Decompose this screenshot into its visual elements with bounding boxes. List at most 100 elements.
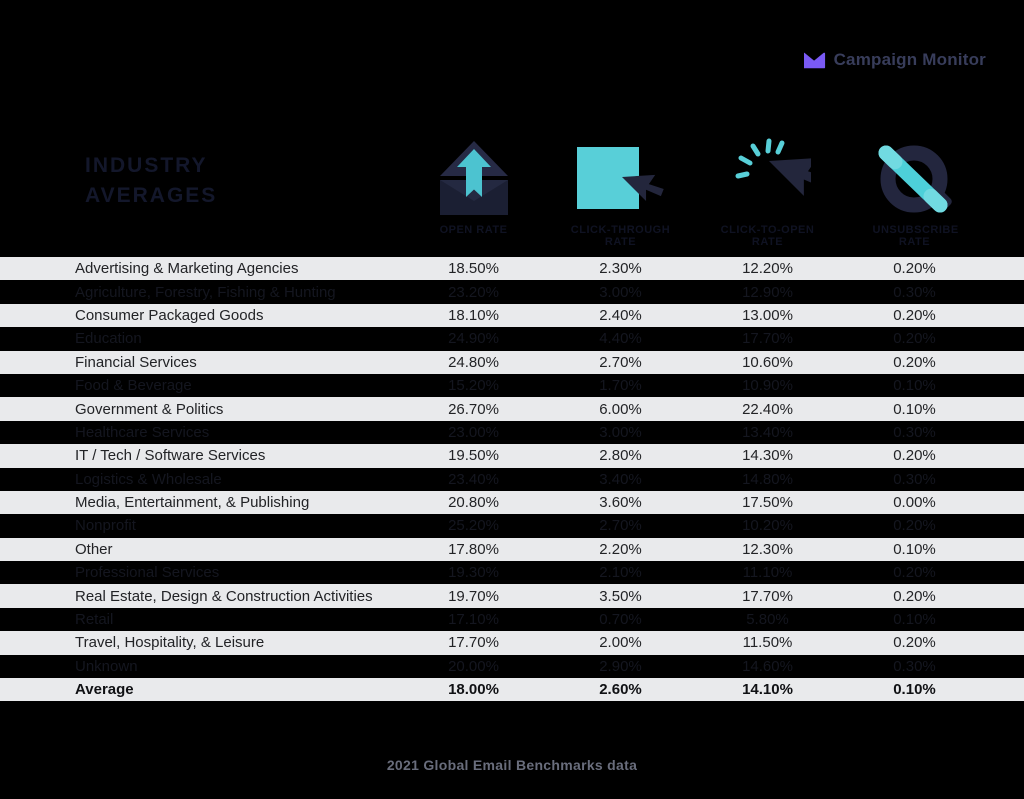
click-to-open-rate-cell: 13.40% [742,423,793,441]
unsubscribe-rate-label: UNSUBSCRIBE RATE [872,224,959,248]
unsubscribe-rate-cell: 0.30% [893,470,936,488]
click-through-rate-cell: 2.10% [599,564,642,582]
table-row: Government & Politics 26.70% 6.00% 22.40% 0.… [0,397,1024,421]
click-through-rate-cell: 3.40% [599,470,642,488]
open-rate-cell: 23.40% [448,470,499,488]
column-header-open-rate: OPEN RATE [400,135,547,248]
click-to-open-rate-cell: 17.70% [742,330,793,348]
table-row-hidden: Education 24.90% 4.40% 17.70% 0.20% [0,327,1024,350]
unsubscribe-rate-cell: 0.10% [893,400,936,418]
click-to-open-rate-cell: 17.50% [742,494,793,512]
open-rate-cell: 24.80% [448,353,499,371]
table-row: Travel, Hospitality, & Leisure 17.70% 2.00… [0,631,1024,655]
open-rate-cell: 18.10% [448,306,499,324]
click-through-rate-cell: 2.20% [599,540,642,558]
industry-cell: Advertising & Marketing Agencies [75,260,299,278]
table-row-hidden: Healthcare Services 23.00% 3.00% 13.40% 0.30… [0,421,1024,444]
click-to-open-rate-cell: 11.50% [742,634,793,652]
column-header-click-through-rate: CLICK-THROUGH RATE [547,135,694,248]
column-header-click-to-open-rate: CLICK-TO-OPEN RATE [694,135,841,248]
table-title: INDUSTRY AVERAGES [75,135,400,248]
unsubscribe-rate-cell: 0.20% [893,634,936,652]
unsubscribe-rate-cell: 0.20% [893,517,936,535]
click-through-rate-cell: 3.00% [599,423,642,441]
click-through-rate-icon [576,147,664,209]
unsubscribe-rate-cell: 0.20% [893,447,936,465]
industry-cell: Nonprofit [75,517,136,535]
click-to-open-rate-cell: 22.40% [742,400,793,418]
table-row-hidden: Retail 17.10% 0.70% 5.80% 0.10% [0,608,1024,631]
click-through-rate-cell: 3.00% [599,283,642,301]
industry-cell: IT / Tech / Software Services [75,447,266,465]
unsubscribe-rate-cell: 0.30% [893,423,936,441]
industry-cell: Average [75,681,134,699]
unsubscribe-rate-cell: 0.20% [893,306,936,324]
industry-cell: Retail [75,611,114,629]
unsubscribe-rate-cell: 0.10% [893,377,936,395]
open-rate-cell: 20.80% [448,494,499,512]
click-through-rate-cell: 2.00% [599,634,642,652]
click-to-open-rate-cell: 10.60% [742,353,793,371]
campaign-monitor-logo: Campaign Monitor [803,50,986,70]
click-through-rate-cell: 2.70% [599,353,642,371]
unsubscribe-rate-cell: 0.30% [893,657,936,675]
industry-cell: Agriculture, Forestry, Fishing & Hunting [75,283,336,301]
unsubscribe-rate-cell: 0.10% [893,611,936,629]
source-caption: 2021 Global Email Benchmarks data [386,757,638,773]
table-row-hidden: Professional Services 19.30% 2.10% 11.10% 0.… [0,561,1024,584]
open-rate-cell: 19.70% [448,587,499,605]
open-rate-cell: 19.30% [448,564,499,582]
table-row-hidden: Nonprofit 25.20% 2.70% 10.20% 0.20% [0,514,1024,537]
industry-cell: Financial Services [75,353,197,371]
table-row: Average 18.00% 2.60% 14.10% 0.10% [0,678,1024,702]
unsubscribe-rate-cell: 0.00% [893,494,936,512]
industry-cell: Logistics & Wholesale [75,470,222,488]
click-through-rate-cell: 2.40% [599,306,642,324]
click-through-rate-label: CLICK-THROUGH RATE [570,224,671,248]
click-to-open-rate-cell: 14.60% [742,657,793,675]
unsubscribe-rate-cell: 0.20% [893,587,936,605]
unsubscribe-rate-cell: 0.20% [893,564,936,582]
click-through-rate-cell: 6.00% [599,400,642,418]
click-through-rate-cell: 2.70% [599,517,642,535]
click-to-open-rate-label: CLICK-TO-OPEN RATE [720,224,815,248]
unsubscribe-rate-cell: 0.20% [893,330,936,348]
click-through-rate-cell: 3.50% [599,587,642,605]
table-title-line1: INDUSTRY [85,154,208,177]
industry-cell: Government & Politics [75,400,224,418]
open-rate-cell: 20.00% [448,657,499,675]
industry-cell: Professional Services [75,564,220,582]
unsubscribe-rate-cell: 0.30% [893,283,936,301]
campaign-monitor-wordmark: Campaign Monitor [833,50,986,69]
click-to-open-rate-cell: 11.10% [742,564,793,582]
click-to-open-rate-cell: 5.80% [746,611,789,629]
click-to-open-rate-cell: 17.70% [742,587,793,605]
unsubscribe-rate-icon [878,145,952,213]
open-rate-cell: 17.10% [448,611,499,629]
open-rate-cell: 23.00% [448,423,499,441]
click-to-open-rate-cell: 12.30% [742,540,793,558]
industry-cell: Unknown [75,657,138,675]
click-to-open-rate-cell: 14.80% [742,470,793,488]
click-to-open-rate-cell: 13.00% [742,306,793,324]
industry-cell: Real Estate, Design & Construction Activ… [75,587,373,605]
open-rate-cell: 23.20% [448,283,499,301]
industry-cell: Travel, Hospitality, & Leisure [75,634,265,652]
open-rate-cell: 24.90% [448,330,499,348]
benchmark-table: Advertising & Marketing Agencies 18.50% 2.… [0,257,1024,702]
click-through-rate-cell: 0.70% [599,611,642,629]
table-row: Media, Entertainment, & Publishing 20.80%… [0,490,1024,515]
click-through-rate-cell: 2.90% [599,657,642,675]
open-rate-label: OPEN RATE [439,224,508,236]
unsubscribe-rate-cell: 0.10% [893,540,936,558]
table-row: Consumer Packaged Goods 18.10% 2.40% 13.00%… [0,303,1024,328]
table-row-hidden: Agriculture, Forestry, Fishing & Hunting… [0,280,1024,303]
unsubscribe-rate-cell: 0.20% [893,260,936,278]
industry-cell: Healthcare Services [75,423,210,441]
table-row-hidden: Food & Beverage 15.20% 1.70% 10.90% 0.10% [0,374,1024,397]
open-rate-cell: 18.00% [448,681,499,699]
open-rate-icon [439,141,508,215]
click-to-open-rate-cell: 14.30% [742,447,793,465]
industry-cell: Other [75,540,113,558]
